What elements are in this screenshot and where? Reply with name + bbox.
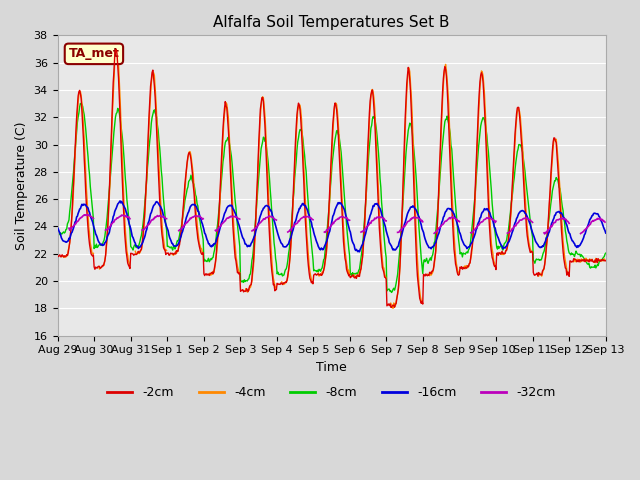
Legend: -2cm, -4cm, -8cm, -16cm, -32cm: -2cm, -4cm, -8cm, -16cm, -32cm <box>102 382 561 405</box>
Text: TA_met: TA_met <box>68 48 120 60</box>
Y-axis label: Soil Temperature (C): Soil Temperature (C) <box>15 121 28 250</box>
X-axis label: Time: Time <box>316 361 347 374</box>
Title: Alfalfa Soil Temperatures Set B: Alfalfa Soil Temperatures Set B <box>213 15 450 30</box>
